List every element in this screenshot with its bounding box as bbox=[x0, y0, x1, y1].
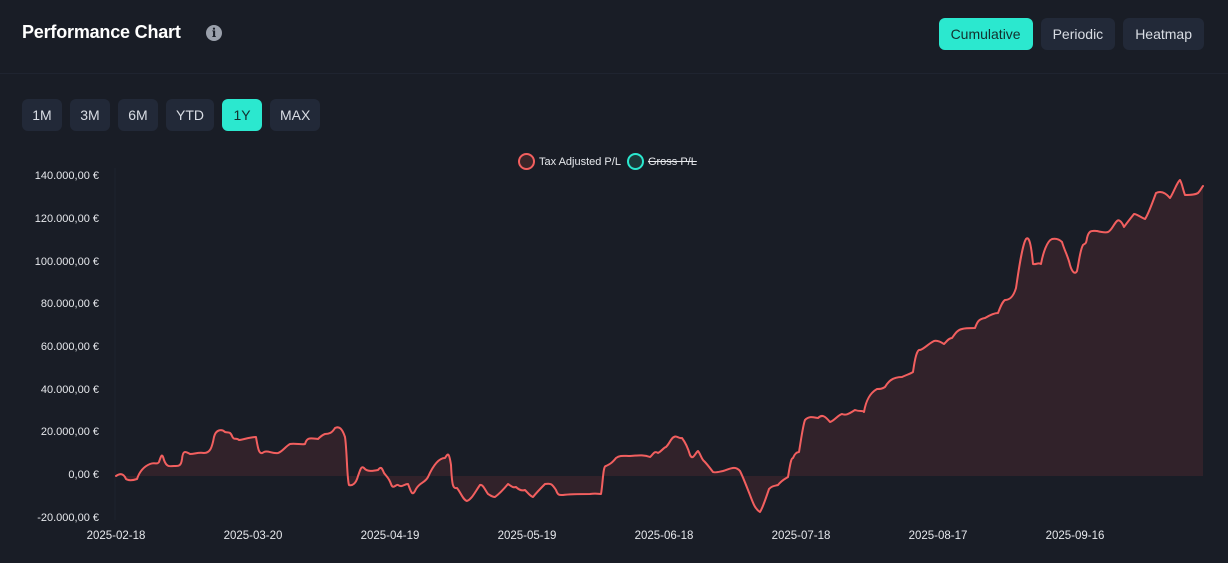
legend-circle-icon bbox=[518, 153, 535, 170]
x-tick-label: 2025-05-19 bbox=[497, 530, 557, 542]
tax-adjusted-pl-line bbox=[115, 179, 1204, 513]
range-max-button[interactable]: MAX bbox=[270, 99, 321, 131]
tab-heatmap[interactable]: Heatmap bbox=[1123, 18, 1204, 50]
range-tabs: 1M 3M 6M YTD 1Y MAX bbox=[22, 99, 321, 131]
x-tick-label: 2025-04-19 bbox=[360, 530, 420, 542]
x-tick-label: 2025-06-18 bbox=[634, 530, 694, 542]
range-1y-button[interactable]: 1Y bbox=[222, 99, 262, 131]
range-3m-button[interactable]: 3M bbox=[70, 99, 110, 131]
x-tick-label: 2025-02-18 bbox=[86, 530, 146, 542]
y-tick-label: 60.000,00 € bbox=[40, 341, 99, 353]
x-tick-label: 2025-09-16 bbox=[1045, 530, 1105, 542]
chart-legend: Tax Adjusted P/L Gross P/L bbox=[518, 153, 703, 170]
y-tick-label: 0,00 € bbox=[68, 469, 99, 481]
legend-circle-icon bbox=[626, 153, 644, 170]
y-tick-label: 40.000,00 € bbox=[40, 384, 99, 396]
x-tick-label: 2025-03-20 bbox=[223, 530, 283, 542]
legend-label: Gross P/L bbox=[647, 155, 697, 168]
y-tick-label: -20.000,00 € bbox=[37, 512, 99, 524]
range-1m-button[interactable]: 1M bbox=[22, 99, 62, 131]
x-tick-label: 2025-07-18 bbox=[771, 530, 831, 542]
view-tabs: Cumulative Periodic Heatmap bbox=[938, 18, 1204, 50]
info-icon[interactable]: i bbox=[206, 25, 222, 41]
range-6m-button[interactable]: 6M bbox=[118, 99, 158, 131]
area-fill bbox=[116, 180, 1203, 512]
chart-header: Performance Chart i Cumulative Periodic … bbox=[0, 0, 1228, 74]
y-tick-label: 80.000,00 € bbox=[40, 298, 99, 310]
page-title: Performance Chart bbox=[22, 22, 181, 42]
y-tick-label: 20.000,00 € bbox=[40, 426, 99, 438]
x-tick-label: 2025-08-17 bbox=[908, 530, 968, 542]
legend-item-tax-adjusted[interactable]: Tax Adjusted P/L bbox=[518, 153, 621, 170]
y-tick-label: 120.000,00 € bbox=[34, 213, 99, 225]
legend-item-gross[interactable]: Gross P/L bbox=[626, 153, 697, 170]
y-tick-label: 140.000,00 € bbox=[34, 170, 99, 182]
range-ytd-button[interactable]: YTD bbox=[166, 99, 214, 131]
tab-cumulative[interactable]: Cumulative bbox=[938, 18, 1033, 50]
legend-label: Tax Adjusted P/L bbox=[539, 155, 621, 168]
tab-periodic[interactable]: Periodic bbox=[1040, 18, 1116, 50]
y-tick-label: 100.000,00 € bbox=[34, 256, 99, 268]
